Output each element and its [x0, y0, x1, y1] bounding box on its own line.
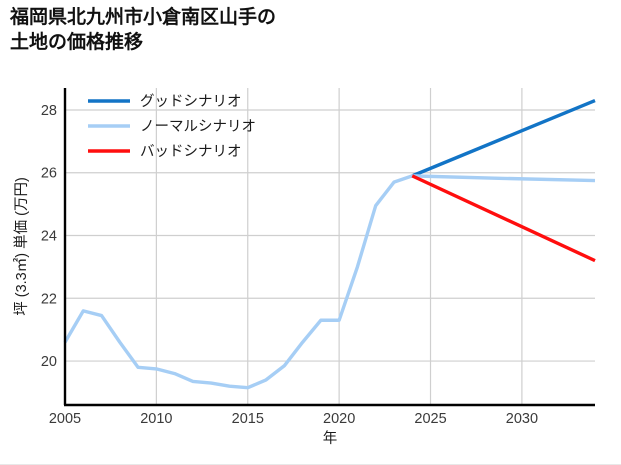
y-axis-title: 坪 (3.3㎡) 単価 (万円) — [13, 177, 30, 316]
y-tick-label: 22 — [41, 291, 57, 307]
axis-titles: 年 坪 (3.3㎡) 単価 (万円) — [13, 177, 337, 447]
y-tick-label: 28 — [41, 103, 57, 119]
gridlines — [64, 88, 595, 405]
tick-labels: 20 22 24 26 28 2005 2010 2015 2020 2025 2030 — [41, 103, 538, 427]
series-line — [63, 174, 596, 390]
y-tick-label: 20 — [41, 354, 57, 370]
chart-title: 福岡県北九州市小倉南区山手の 土地の価格推移 — [10, 7, 277, 53]
x-tick-label: 2020 — [323, 411, 355, 427]
series-line — [411, 174, 596, 263]
legend-label: グッドシナリオ — [140, 93, 242, 110]
series-line — [411, 98, 596, 178]
x-tick-label: 2025 — [414, 411, 446, 427]
axes — [63, 88, 595, 407]
legend-label: バッドシナリオ — [140, 144, 242, 160]
legend-label: ノーマルシナリオ — [140, 119, 256, 135]
y-tick-label: 24 — [41, 229, 57, 245]
x-tick-label: 2005 — [49, 411, 81, 427]
series-lines — [63, 98, 596, 390]
x-tick-label: 2030 — [506, 411, 538, 427]
x-axis-title: 年 — [323, 430, 338, 447]
x-tick-label: 2010 — [140, 411, 172, 427]
x-tick-label: 2015 — [232, 411, 264, 427]
y-tick-label: 26 — [41, 166, 57, 182]
